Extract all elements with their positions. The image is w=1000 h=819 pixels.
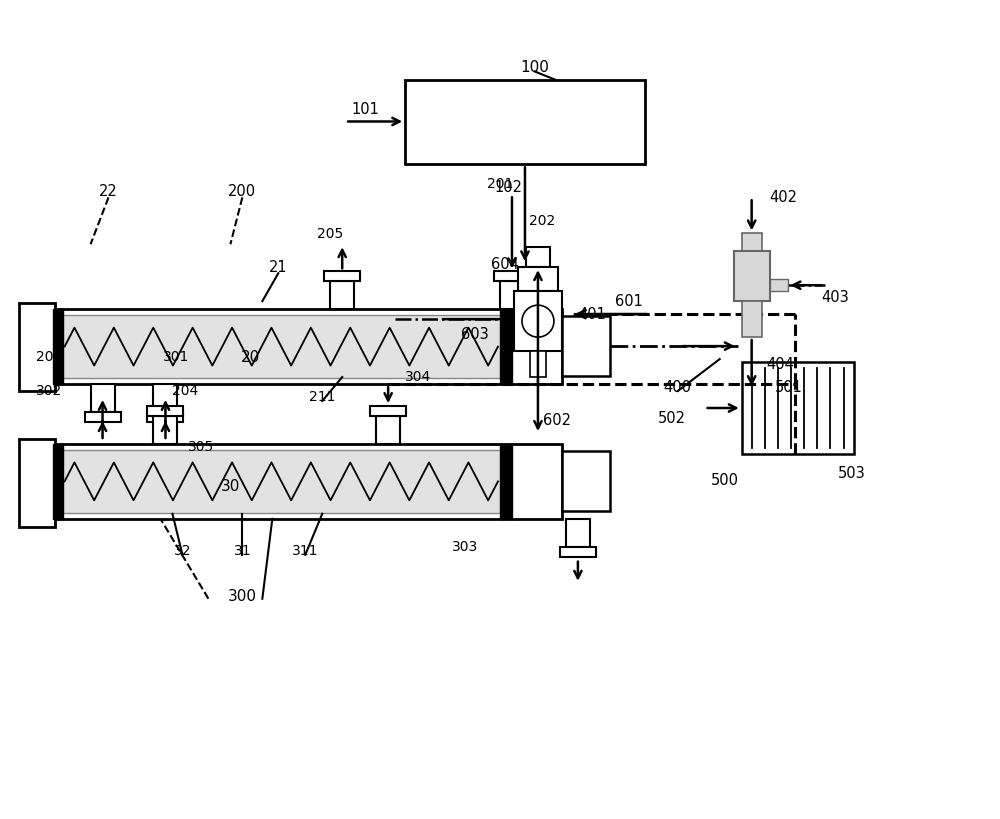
Text: 601: 601 xyxy=(615,294,643,309)
Text: 31: 31 xyxy=(234,544,251,558)
Bar xyxy=(85,412,121,422)
Bar xyxy=(53,309,562,384)
Bar xyxy=(59,450,503,513)
Text: 203: 203 xyxy=(36,350,62,364)
Text: 300: 300 xyxy=(228,589,257,604)
Bar xyxy=(560,547,596,557)
Bar xyxy=(59,315,503,378)
Text: 403: 403 xyxy=(822,290,849,305)
Text: 21: 21 xyxy=(269,260,288,274)
Text: 400: 400 xyxy=(664,379,692,395)
Bar xyxy=(91,384,115,412)
Text: 304: 304 xyxy=(405,370,431,384)
Bar xyxy=(19,303,55,391)
Bar xyxy=(53,444,63,518)
Bar xyxy=(742,301,762,337)
Bar xyxy=(562,316,610,376)
Text: 100: 100 xyxy=(521,60,549,75)
Text: 205: 205 xyxy=(317,228,343,242)
Bar xyxy=(19,439,55,527)
Bar xyxy=(566,518,590,547)
Bar xyxy=(742,233,762,251)
Text: 305: 305 xyxy=(188,440,215,454)
Text: 604: 604 xyxy=(491,256,519,272)
Bar xyxy=(518,267,558,292)
Bar xyxy=(53,309,63,384)
Text: 202: 202 xyxy=(529,215,555,229)
Text: 301: 301 xyxy=(162,350,189,364)
Bar xyxy=(530,351,546,377)
Text: 602: 602 xyxy=(543,414,571,428)
Bar xyxy=(330,281,354,309)
Bar xyxy=(405,79,645,165)
Text: 102: 102 xyxy=(494,180,522,195)
Text: 204: 204 xyxy=(172,384,199,398)
Bar xyxy=(324,271,360,281)
Bar xyxy=(153,384,177,412)
Bar xyxy=(376,416,400,444)
Bar xyxy=(500,444,512,518)
Bar xyxy=(526,247,550,267)
Text: 402: 402 xyxy=(770,190,798,205)
Bar xyxy=(500,281,524,309)
Bar xyxy=(734,251,770,301)
Text: 603: 603 xyxy=(461,327,489,342)
Bar xyxy=(514,292,562,351)
Bar xyxy=(494,271,530,281)
Text: 200: 200 xyxy=(228,184,256,199)
Bar xyxy=(370,406,406,416)
Text: 201: 201 xyxy=(487,178,513,192)
Bar xyxy=(742,362,854,454)
Text: 401: 401 xyxy=(578,306,606,322)
Bar xyxy=(153,416,177,444)
Text: 303: 303 xyxy=(452,540,478,554)
Bar xyxy=(147,412,183,422)
Circle shape xyxy=(522,305,554,337)
Text: 30: 30 xyxy=(221,479,240,495)
Text: 32: 32 xyxy=(174,544,191,558)
Text: 502: 502 xyxy=(658,411,686,427)
Text: 500: 500 xyxy=(711,473,739,488)
Text: 501: 501 xyxy=(775,379,802,395)
Bar xyxy=(770,279,788,292)
Text: 311: 311 xyxy=(292,544,319,558)
Text: 302: 302 xyxy=(36,384,62,398)
Text: 22: 22 xyxy=(99,184,118,199)
Bar xyxy=(500,309,512,384)
Bar xyxy=(562,451,610,511)
Bar xyxy=(53,444,562,518)
Text: 404: 404 xyxy=(767,356,795,372)
Text: 20: 20 xyxy=(241,350,260,364)
Bar xyxy=(147,406,183,416)
Text: 101: 101 xyxy=(351,102,379,117)
Text: 211: 211 xyxy=(309,390,335,404)
Text: 503: 503 xyxy=(838,466,865,482)
